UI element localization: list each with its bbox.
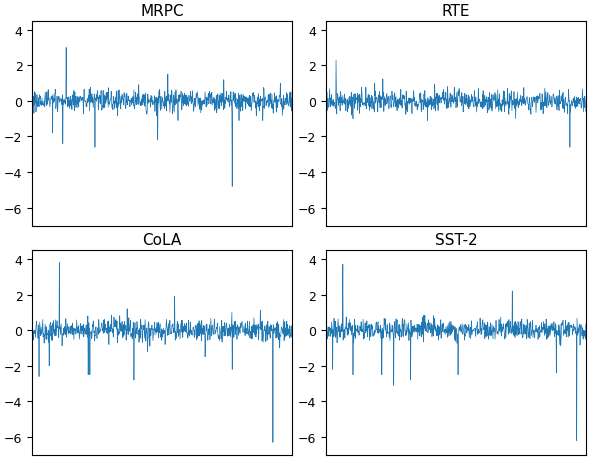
- Title: CoLA: CoLA: [143, 233, 182, 248]
- Title: MRPC: MRPC: [140, 4, 184, 19]
- Title: SST-2: SST-2: [435, 233, 477, 248]
- Title: RTE: RTE: [441, 4, 470, 19]
